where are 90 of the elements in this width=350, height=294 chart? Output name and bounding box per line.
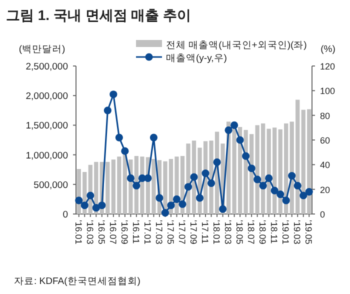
point xyxy=(178,200,186,208)
bar xyxy=(244,130,248,214)
bar xyxy=(117,156,122,214)
x-tick-label: '18.01 xyxy=(212,220,222,244)
x-tick-label: '18.05 xyxy=(234,220,245,244)
point xyxy=(270,186,278,194)
point xyxy=(80,202,88,210)
point xyxy=(265,174,273,182)
y-tick-label: 2,000,000 xyxy=(26,91,68,102)
point xyxy=(92,204,100,212)
x-tick-label: '17.07 xyxy=(176,220,187,244)
y2-tick-label: 100 xyxy=(320,86,336,96)
point xyxy=(126,174,134,182)
point xyxy=(156,194,164,202)
x-tick-label: '18.09 xyxy=(258,220,268,244)
y-tick-label: 0 xyxy=(62,210,68,220)
point xyxy=(98,202,106,210)
y2-tick-label: 120 xyxy=(320,62,336,72)
x-tick-label: '17.05 xyxy=(165,220,176,244)
point xyxy=(115,134,123,142)
point xyxy=(288,172,296,180)
bar xyxy=(122,154,127,214)
point xyxy=(259,182,267,190)
x-tick-label: '19.03 xyxy=(292,220,302,244)
point xyxy=(218,205,227,213)
bar xyxy=(111,160,116,214)
point xyxy=(276,190,284,198)
point xyxy=(300,192,308,200)
point xyxy=(121,147,129,155)
bar xyxy=(255,125,260,214)
x-tick-label: '17.03 xyxy=(154,220,164,244)
chart-title: 그림 1. 국내 면세점 매출 추이 xyxy=(6,7,192,23)
y2-tick-label: 0 xyxy=(320,210,326,220)
x-tick-label: '17.11 xyxy=(200,220,210,244)
point xyxy=(110,90,118,98)
point xyxy=(132,182,140,190)
point xyxy=(207,179,216,187)
y2-axis-title: (%) xyxy=(320,44,336,55)
legend-label: 매출액(y-y,우) xyxy=(166,53,227,64)
bar xyxy=(307,109,312,214)
x-tick-label: '16.07 xyxy=(108,220,118,244)
x-tick-label: '18.07 xyxy=(246,220,256,244)
x-tick-label: '17.01 xyxy=(142,220,152,244)
x-tick-label: '16.05 xyxy=(96,220,106,244)
point xyxy=(230,121,238,129)
y2-tick-label: 40 xyxy=(320,160,330,170)
point xyxy=(196,194,204,202)
point xyxy=(150,134,158,142)
point xyxy=(184,183,192,191)
point xyxy=(305,188,313,196)
point xyxy=(254,176,262,184)
point xyxy=(86,192,94,200)
x-tick-label: '16.11 xyxy=(130,220,141,244)
point xyxy=(242,152,250,160)
x-tick-label: '17.09 xyxy=(188,220,198,244)
point xyxy=(236,136,244,144)
x-tick-label: '16.03 xyxy=(84,220,95,244)
y2-tick-label: 60 xyxy=(320,136,330,146)
point xyxy=(75,196,83,204)
x-tick-label: '19.05 xyxy=(304,220,314,244)
bar xyxy=(152,158,156,214)
x-tick-label: '19.01 xyxy=(280,220,291,244)
point xyxy=(172,195,181,203)
legend-label: 전체 매출액(내국인+외국인)(좌) xyxy=(166,40,307,51)
bar xyxy=(106,162,110,214)
x-tick-label: '18.11 xyxy=(269,220,280,244)
point xyxy=(224,126,232,134)
y-tick-label: 1,000,000 xyxy=(26,150,68,162)
y-tick-label: 2,500,000 xyxy=(26,62,68,72)
y2-tick-label: 20 xyxy=(320,184,330,195)
y-tick-label: 1,500,000 xyxy=(26,120,68,132)
point xyxy=(282,196,290,204)
point xyxy=(294,182,302,190)
point xyxy=(161,208,170,217)
bar xyxy=(301,110,306,214)
point xyxy=(144,174,152,182)
point xyxy=(213,158,221,166)
y2-tick-label: 80 xyxy=(320,110,330,121)
y-axis-title: (백만달러) xyxy=(18,44,66,55)
x-tick-label: '16.09 xyxy=(119,220,130,244)
point xyxy=(248,164,256,172)
x-tick-label: '18.03 xyxy=(223,220,234,244)
x-tick-label: '16.01 xyxy=(73,220,84,244)
point xyxy=(202,170,210,178)
point xyxy=(104,106,112,114)
bar xyxy=(296,100,300,214)
point xyxy=(167,202,175,210)
point xyxy=(190,173,198,181)
text: 자료: KDFA(한국면세점협회) xyxy=(14,276,140,287)
y-tick-label: 500,000 xyxy=(34,180,68,191)
